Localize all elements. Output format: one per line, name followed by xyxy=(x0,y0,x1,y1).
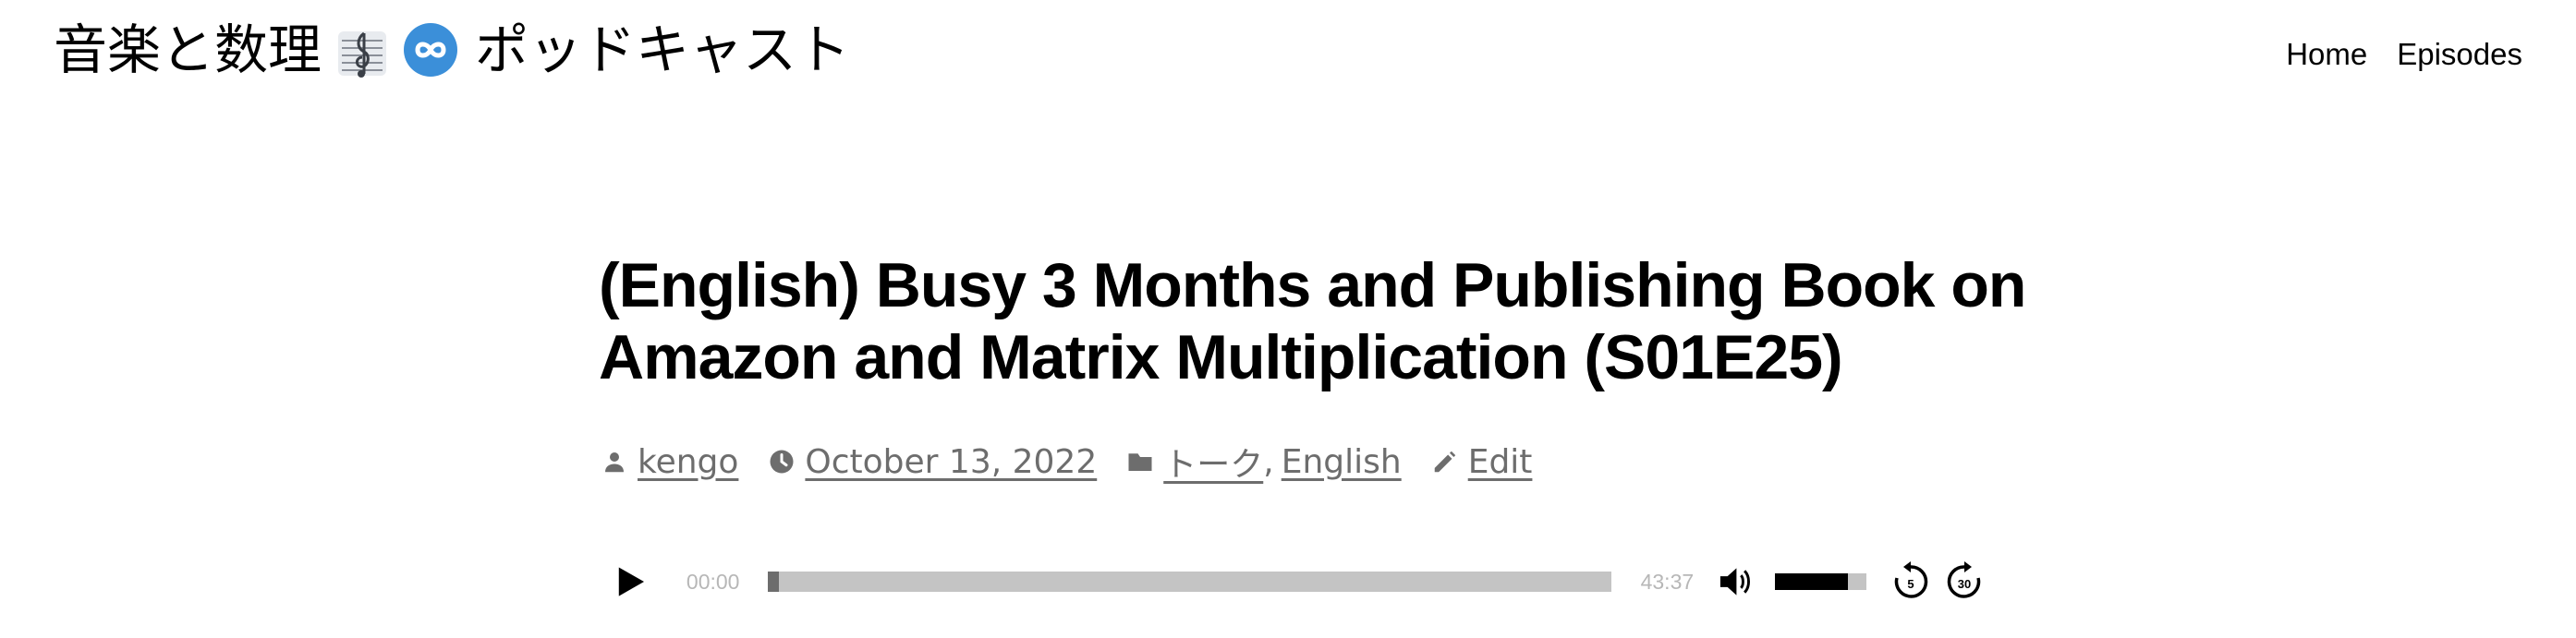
category-link[interactable]: English xyxy=(1281,442,1402,481)
current-time: 00:00 xyxy=(686,569,740,594)
category-link[interactable]: トーク xyxy=(1163,446,1264,484)
play-icon[interactable] xyxy=(612,563,648,600)
edit-link[interactable]: Edit xyxy=(1467,442,1533,481)
audio-player: 00:00 43:37 5 30 xyxy=(599,552,1985,611)
primary-nav: Home Episodes xyxy=(2286,31,2522,78)
site-title-prefix: 音楽と数理 xyxy=(54,18,322,81)
site-title[interactable]: 音楽と数理 ポッドキャスト xyxy=(54,13,850,87)
person-icon xyxy=(605,452,624,473)
volume-level xyxy=(1774,573,1849,590)
duration: 43:37 xyxy=(1640,569,1695,594)
site-title-suffix: ポッドキャスト xyxy=(475,18,851,81)
post-author: kengo xyxy=(601,443,738,481)
nav-home-link[interactable]: Home xyxy=(2286,37,2368,71)
clock-icon xyxy=(770,450,794,474)
volume-icon[interactable] xyxy=(1717,563,1753,600)
pencil-icon xyxy=(1434,451,1455,473)
rewind-seconds: 5 xyxy=(1907,577,1914,591)
forward-button[interactable]: 30 xyxy=(1944,561,1985,602)
post-categories: トーク, English xyxy=(1126,438,1402,486)
author-link[interactable]: kengo xyxy=(638,442,739,481)
forward-icon: 30 xyxy=(1947,561,1981,598)
date-link[interactable]: October 13, 2022 xyxy=(805,442,1098,481)
rewind-button[interactable]: 5 xyxy=(1890,561,1931,602)
progress-slider[interactable] xyxy=(768,572,1611,592)
post-title: (English) Busy 3 Months and Publishing B… xyxy=(599,250,2026,392)
progress-handle[interactable] xyxy=(768,572,780,592)
nav-episodes-link[interactable]: Episodes xyxy=(2397,37,2522,71)
folder-icon xyxy=(1128,453,1152,471)
forward-seconds: 30 xyxy=(1958,577,1971,591)
post-meta: kengo October 13, 2022 トーク, English Edit xyxy=(601,434,1561,489)
post-date: October 13, 2022 xyxy=(768,443,1097,481)
musical-score-icon xyxy=(336,24,388,78)
volume-slider[interactable] xyxy=(1774,573,1866,590)
rewind-icon: 5 xyxy=(1894,561,1928,598)
post-edit: Edit xyxy=(1431,442,1533,481)
infinity-icon xyxy=(403,22,458,78)
